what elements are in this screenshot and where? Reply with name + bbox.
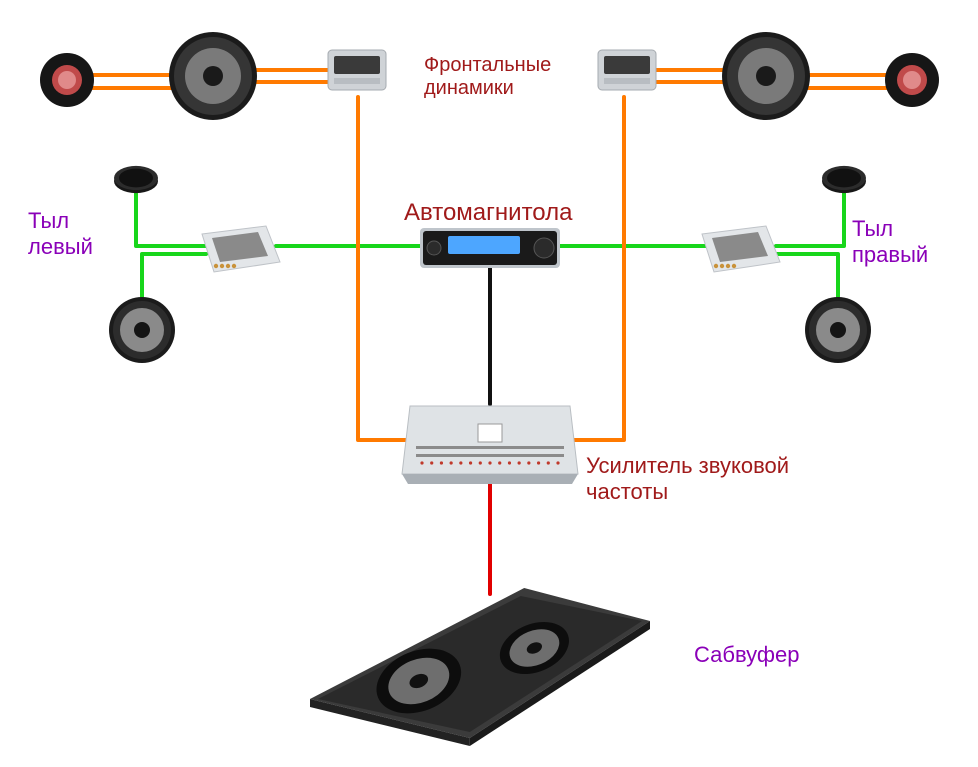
label-front-speakers: Фронтальные динамики xyxy=(424,54,551,100)
diagram-stage: Фронтальные динамики Автомагнитола Тыл л… xyxy=(0,0,978,767)
label-rear-right: Тыл правый xyxy=(852,216,928,268)
wires-layer xyxy=(0,0,978,767)
label-headunit: Автомагнитола xyxy=(404,199,572,227)
components-layer xyxy=(0,0,978,767)
label-amplifier: Усилитель звуковой частоты xyxy=(586,453,789,505)
label-subwoofer: Сабвуфер xyxy=(694,642,800,668)
label-rear-left: Тыл левый xyxy=(28,208,93,260)
